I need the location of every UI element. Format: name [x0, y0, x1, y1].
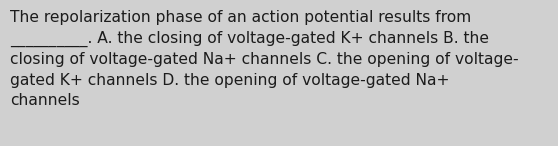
Text: The repolarization phase of an action potential results from
__________. A. the : The repolarization phase of an action po… — [10, 10, 519, 108]
